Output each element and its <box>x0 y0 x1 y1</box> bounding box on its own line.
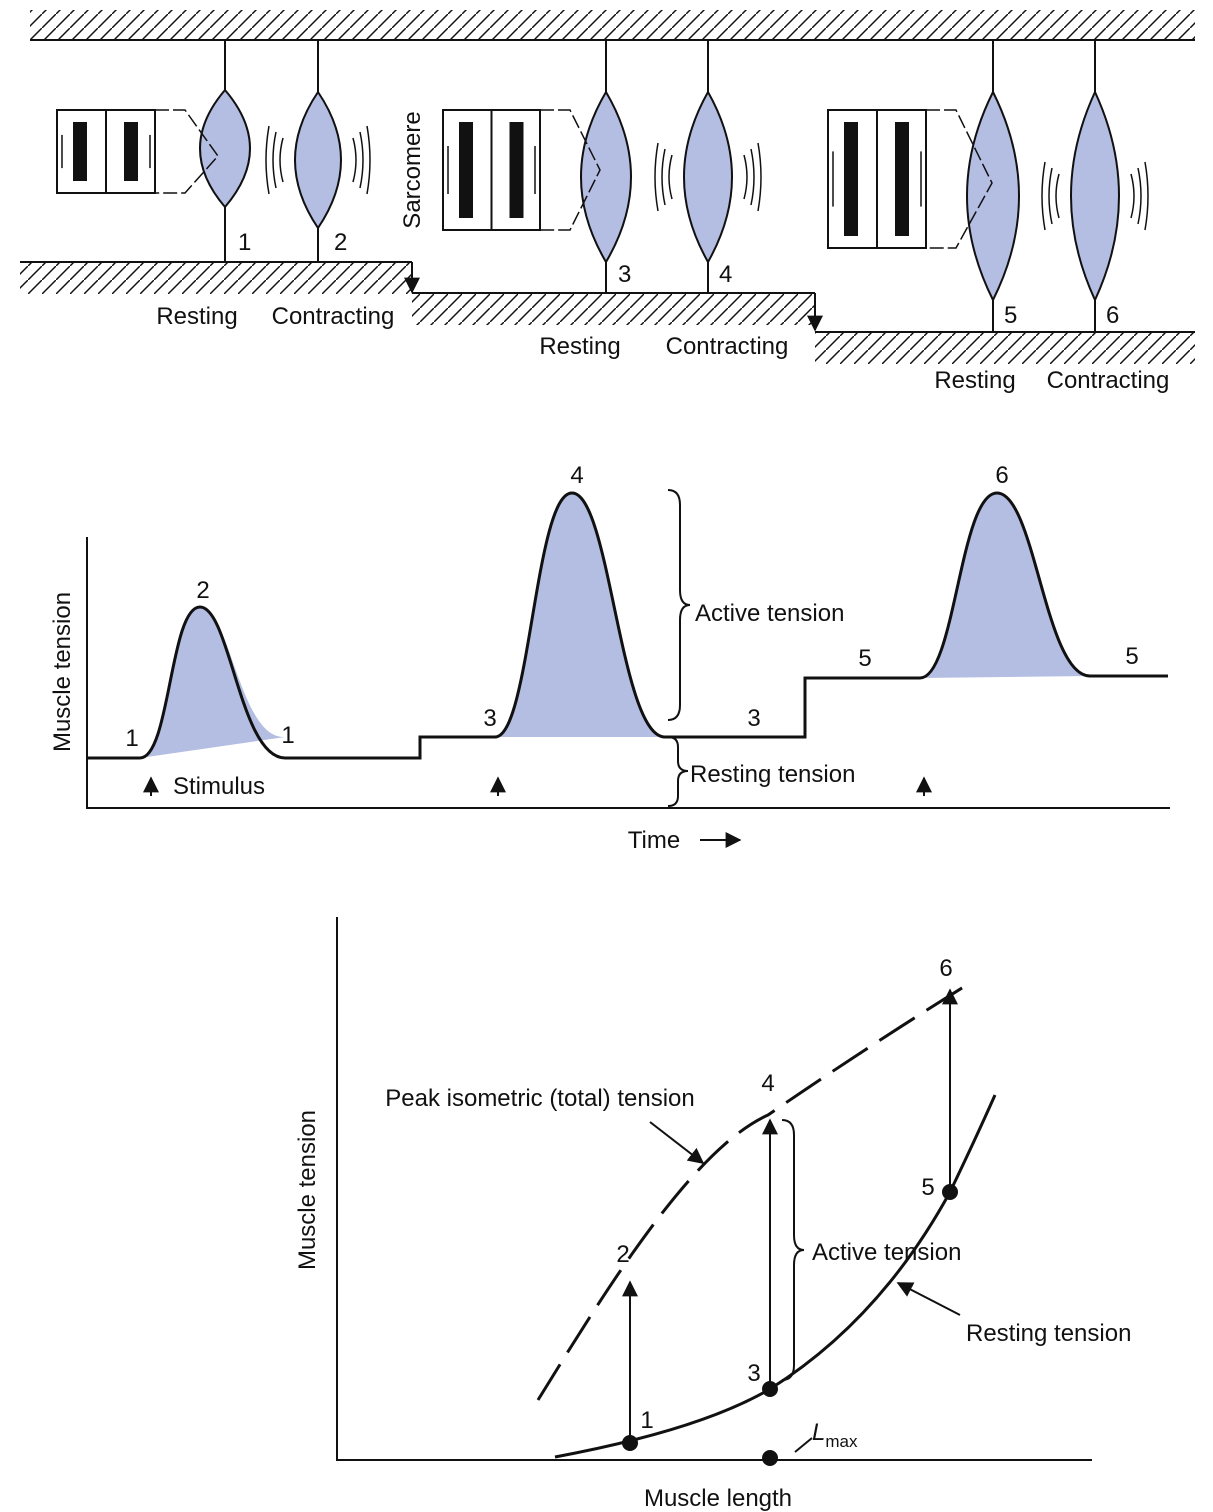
lmax-main: L <box>812 1419 825 1446</box>
vibration <box>743 154 748 200</box>
label: Resting <box>539 333 620 360</box>
point-label: 4 <box>761 1070 774 1097</box>
point-label: 4 <box>570 462 583 489</box>
vibration <box>757 142 762 212</box>
label: Resting <box>156 303 237 330</box>
number: 2 <box>334 229 347 256</box>
number: 1 <box>238 229 251 256</box>
dot <box>762 1381 778 1397</box>
point-label: 6 <box>995 462 1008 489</box>
point-label: 5 <box>858 645 871 672</box>
point-label: 5 <box>1125 643 1138 670</box>
label: Contracting <box>1047 367 1170 394</box>
zoom-line <box>540 109 601 231</box>
muscle <box>580 90 632 264</box>
floor-hatch <box>412 293 815 325</box>
vibration <box>366 125 371 195</box>
vibration <box>661 148 666 206</box>
zoom-line <box>155 109 219 194</box>
vibration <box>352 137 357 183</box>
vibration <box>1130 173 1135 219</box>
axes <box>336 917 1092 1461</box>
muscle <box>966 89 1020 303</box>
point-label: 3 <box>747 705 760 732</box>
muscle <box>294 90 342 230</box>
zoom-line <box>926 109 993 249</box>
bump-fill <box>920 493 1090 678</box>
vibration <box>668 154 673 200</box>
axis-label: Muscle length <box>644 1485 792 1512</box>
vibration <box>1041 161 1046 231</box>
filament <box>73 122 87 181</box>
number: 6 <box>1106 302 1119 329</box>
muscle <box>199 88 251 209</box>
annotation: Resting tension <box>966 1320 1131 1347</box>
label: Resting <box>934 367 1015 394</box>
annotation: Peak isometric (total) tension <box>385 1085 694 1112</box>
tension-curve <box>87 491 1168 760</box>
point-label: 3 <box>747 1360 760 1387</box>
filament <box>459 122 473 218</box>
axis-label: Time <box>628 827 680 854</box>
point-label: 3 <box>483 705 496 732</box>
dot <box>622 1435 638 1451</box>
sarcomere-label: Sarcomere <box>399 111 426 228</box>
muscles <box>56 40 1149 332</box>
filament <box>844 122 858 236</box>
point-label: 1 <box>125 725 138 752</box>
vibration <box>1048 167 1053 225</box>
point-label: 2 <box>196 577 209 604</box>
brace <box>667 489 691 721</box>
annotation: Resting tension <box>690 761 855 788</box>
brace <box>781 1119 805 1381</box>
annotation: Active tension <box>812 1239 961 1266</box>
vibration <box>654 142 659 212</box>
filament <box>895 122 909 236</box>
brace <box>667 736 689 807</box>
ceiling-hatch <box>30 10 1195 40</box>
vibration <box>359 131 364 189</box>
floor-hatch <box>815 332 1195 364</box>
point-label: 1 <box>640 1407 653 1434</box>
dot <box>762 1450 778 1466</box>
lmax-label: Lmax <box>812 1419 858 1451</box>
pointer <box>896 1282 961 1316</box>
filament <box>124 122 138 181</box>
label: Contracting <box>666 333 789 360</box>
pointer <box>794 1437 813 1453</box>
axis-label: Muscle tension <box>49 592 76 752</box>
pointer <box>649 1121 705 1164</box>
lmax-sub: max <box>825 1432 858 1451</box>
number: 3 <box>618 261 631 288</box>
filament <box>509 122 524 218</box>
floor-hatch <box>20 262 412 294</box>
peak-curve <box>536 981 971 1401</box>
annotation: Stimulus <box>173 773 265 800</box>
bump-fill <box>495 493 665 737</box>
vibration <box>272 131 277 189</box>
vibration <box>265 125 270 195</box>
resting-curve <box>554 1094 997 1459</box>
point-label: 6 <box>939 955 952 982</box>
point-label: 1 <box>281 722 294 749</box>
axes <box>86 537 1170 809</box>
vibration <box>1137 167 1142 225</box>
number: 5 <box>1004 302 1017 329</box>
annotation: Active tension <box>695 600 844 627</box>
vibration <box>279 137 284 183</box>
vibration <box>750 148 755 206</box>
muscle <box>1070 89 1120 303</box>
vibration <box>1055 173 1060 219</box>
point-label: 5 <box>921 1174 934 1201</box>
axis-label: Muscle tension <box>294 1110 321 1270</box>
vibration <box>1144 161 1149 231</box>
dot <box>942 1184 958 1200</box>
muscle <box>683 89 733 265</box>
number: 4 <box>719 261 732 288</box>
bump-fill <box>140 607 285 758</box>
label: Contracting <box>272 303 395 330</box>
point-label: 2 <box>616 1241 629 1268</box>
